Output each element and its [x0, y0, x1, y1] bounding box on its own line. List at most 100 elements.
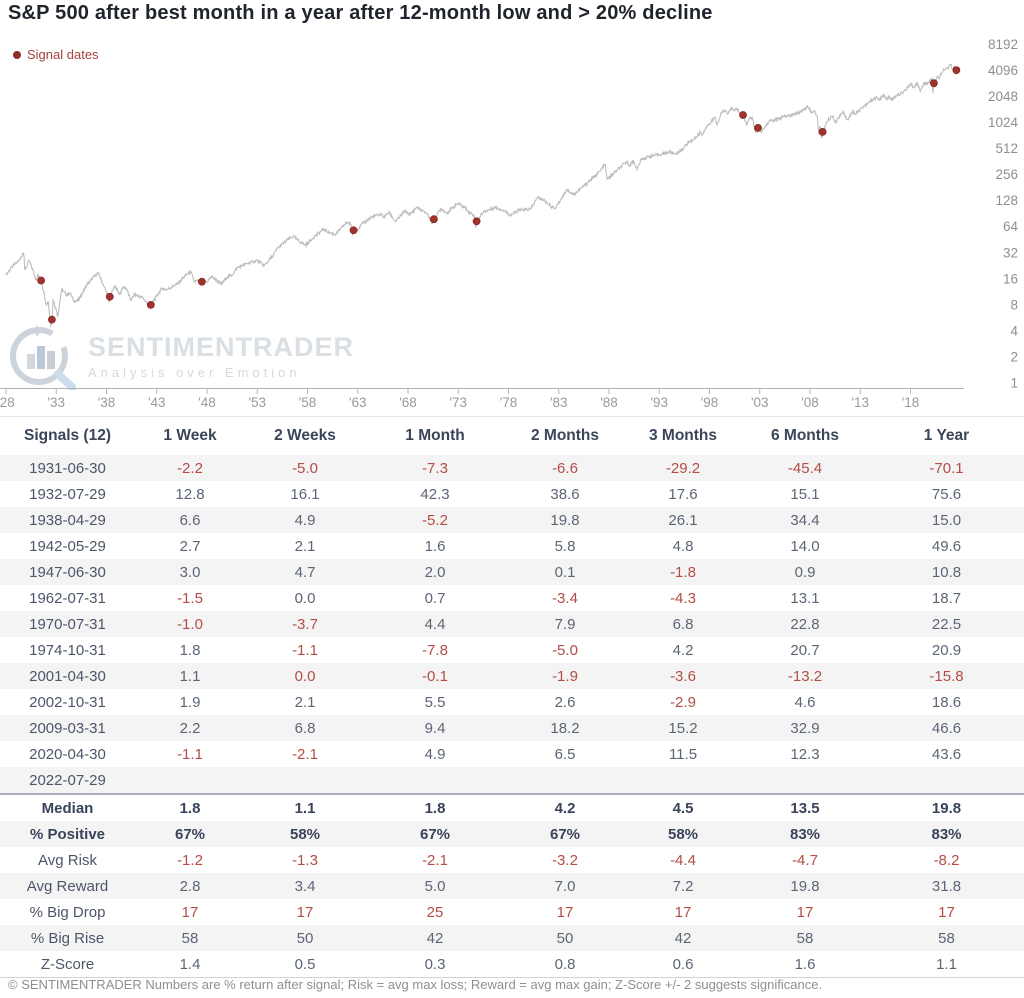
return-cell: 2.2 [179, 719, 201, 737]
legend: Signal dates [13, 47, 99, 62]
summary-value-cell: 1.8 [135, 793, 245, 821]
summary-value-cell: -8.2 [933, 851, 960, 869]
return-cell [135, 767, 245, 794]
column-header: 3 Months [625, 416, 741, 455]
return-cell: -29.2 [665, 459, 701, 477]
watermark-brand: SENTIMENTRADER [88, 332, 355, 362]
return-cell: 1.8 [179, 641, 201, 659]
signal-date-cell: 2001-04-30 [29, 667, 106, 685]
return-cell: 46.6 [931, 719, 962, 737]
y-axis-label: 4 [1010, 323, 1018, 338]
return-cell: 34.4 [790, 511, 820, 529]
y-axis-label: 8 [1010, 297, 1018, 312]
return-cell: 15.0 [931, 511, 962, 529]
return-cell: -6.6 [552, 459, 578, 477]
return-cell: -45.4 [787, 459, 823, 477]
return-cell [365, 767, 505, 794]
x-axis-label: '13 [851, 395, 869, 410]
summary-value-cell: -3.2 [552, 851, 578, 869]
summary-value-cell: -4.4 [670, 851, 696, 869]
signal-dot [472, 217, 481, 226]
summary-value-cell: 58 [938, 929, 955, 947]
return-cell: 5.8 [554, 537, 576, 555]
summary-label-cell: % Big Rise [30, 929, 105, 947]
table-row: 1942-05-29 2.7 2.1 1.6 5.8 4.8 14.0 49.6 [0, 533, 1024, 559]
return-cell: -1.1 [292, 641, 318, 659]
y-axis-label: 2048 [988, 89, 1018, 104]
summary-value-cell: -1.2 [177, 851, 203, 869]
x-axis-label: '73 [449, 395, 467, 410]
summary-value-cell: 58 [181, 929, 199, 947]
return-cell: 4.9 [294, 511, 316, 529]
summary-value-cell: 1.6 [741, 951, 869, 978]
summary-value-cell: 50 [296, 929, 314, 947]
watermark-text: SENTIMENTRADER Analysis over Emotion [88, 332, 354, 380]
table-row: 2022-07-29 [0, 767, 1024, 794]
signal-date-cell: 1938-04-29 [29, 511, 106, 529]
return-cell: 3.0 [179, 563, 201, 581]
summary-value-cell: 0.6 [625, 951, 741, 978]
summary-value-cell: 7.0 [554, 877, 576, 895]
signal-dot [48, 315, 56, 324]
summary-value-cell: 1.1 [245, 793, 365, 821]
return-cell: -7.3 [422, 459, 448, 477]
signal-dot [818, 128, 827, 136]
legend-label: Signal dates [27, 47, 99, 62]
return-cell: 0.1 [554, 563, 576, 581]
summary-value-cell: 17 [674, 903, 692, 921]
summary-value-cell: 67% [419, 825, 451, 843]
x-axis-label: '33 [47, 395, 65, 410]
column-header: 2 Months [505, 416, 625, 455]
summary-value-cell: 0.5 [245, 951, 365, 978]
return-cell: -1.5 [177, 589, 203, 607]
x-axis-label: '78 [500, 395, 518, 410]
return-cell: 0.9 [794, 563, 816, 581]
signal-date-cell: 1962-07-31 [29, 589, 106, 607]
summary-value-cell: 19.8 [869, 793, 1024, 821]
signal-date-cell: 1932-07-29 [29, 485, 106, 503]
summary-row: Avg Reward 2.8 3.4 5.0 7.0 7.2 19.8 31.8 [0, 873, 1024, 899]
return-cell: 4.4 [424, 615, 446, 633]
signal-date-cell: 1931-06-30 [29, 459, 106, 477]
return-cell: 10.8 [931, 563, 962, 581]
return-cell: 20.7 [790, 641, 820, 659]
signal-dot [349, 226, 358, 235]
return-cell: 0.0 [294, 667, 316, 685]
return-cell: 11.5 [668, 745, 698, 763]
y-axis-label: 128 [995, 193, 1018, 208]
table-row: 2020-04-30 -1.1 -2.1 4.9 6.5 11.5 12.3 43.6 [0, 741, 1024, 767]
summary-value-cell: 4.2 [505, 793, 625, 821]
column-header: 2 Weeks [245, 416, 365, 455]
table-row: 1932-07-29 12.8 16.1 42.3 38.6 17.6 15.1 75.6 [0, 481, 1024, 507]
x-axis-label: '03 [751, 395, 769, 410]
watermark-tagline: Analysis over Emotion [88, 365, 301, 380]
return-cell: 75.6 [931, 485, 962, 503]
return-cell: 43.6 [931, 745, 962, 763]
return-cell: -15.8 [929, 667, 964, 685]
return-cell: -0.1 [422, 667, 448, 685]
summary-row: Avg Risk -1.2 -1.3 -2.1 -3.2 -4.4 -4.7 -8.2 [0, 847, 1024, 873]
price-line [5, 63, 957, 328]
y-axis-label: 16 [1003, 271, 1018, 286]
return-cell: 42.3 [420, 485, 450, 503]
return-cell: 6.6 [179, 511, 201, 529]
summary-value-cell: 17 [556, 903, 574, 921]
return-cell: -5.0 [552, 641, 578, 659]
y-axis-label: 1 [1010, 376, 1018, 391]
signal-dot [105, 292, 114, 301]
signal-dot [754, 124, 762, 132]
summary-row: % Positive 67% 58% 67% 67% 58% 83% 83% [0, 821, 1024, 847]
table-header-row: Signals (12) 1 Week 2 Weeks 1 Month 2 Months… [0, 416, 1024, 455]
return-cell: 22.5 [931, 615, 962, 633]
summary-value-cell: 3.4 [294, 877, 316, 895]
summary-row: Z-Score 1.4 0.5 0.3 0.8 0.6 1.6 1.1 [0, 951, 1024, 978]
x-axis-label: '88 [600, 395, 618, 410]
return-cell: 18.7 [931, 589, 962, 607]
return-cell: 7.9 [554, 615, 576, 633]
x-axis-label: '98 [701, 395, 719, 410]
signal-dot [952, 66, 961, 74]
x-axis-label: '43 [148, 395, 166, 410]
return-cell: 2.6 [554, 693, 576, 711]
signal-dot [429, 215, 438, 224]
